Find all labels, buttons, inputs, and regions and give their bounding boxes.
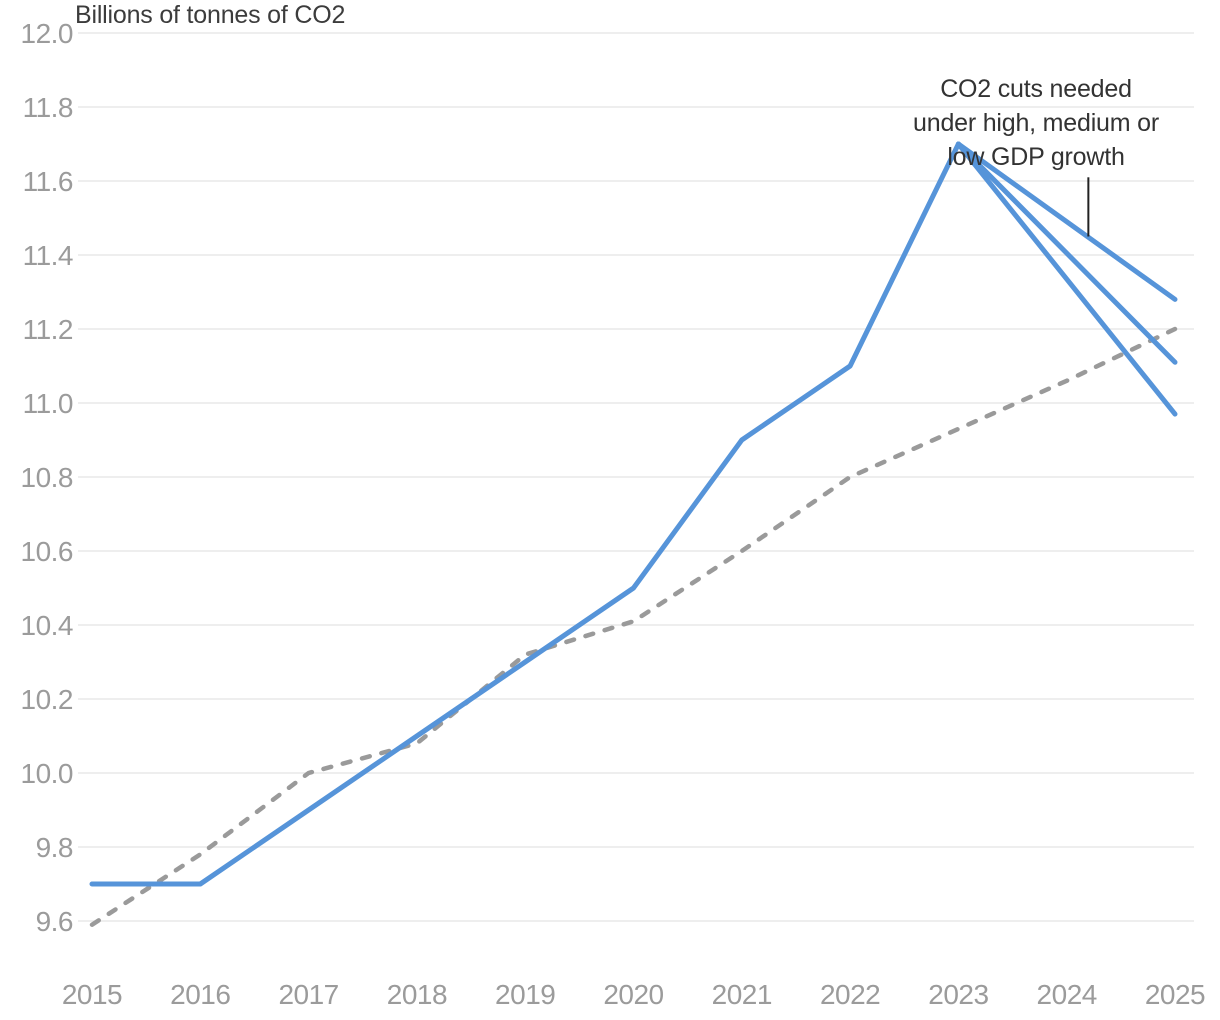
annotation-line-2: under high, medium or bbox=[913, 109, 1159, 137]
y-tick-label: 12.0 bbox=[21, 18, 74, 49]
x-tick-label: 2016 bbox=[170, 979, 230, 1010]
x-tick-label: 2021 bbox=[712, 979, 772, 1010]
x-tick-label: 2018 bbox=[387, 979, 447, 1010]
annotation-line-3: low GDP growth bbox=[947, 143, 1125, 171]
y-tick-label: 10.6 bbox=[21, 536, 74, 567]
x-tick-label: 2024 bbox=[1037, 979, 1097, 1010]
x-tick-label: 2020 bbox=[603, 979, 663, 1010]
x-tick-label: 2025 bbox=[1145, 979, 1205, 1010]
y-tick-label: 9.6 bbox=[36, 906, 73, 937]
series-cuts-needed-under-low-gdp-growth bbox=[955, 141, 1178, 417]
y-tick-label: 11.2 bbox=[23, 314, 73, 345]
chart-title: Billions of tonnes of CO2 bbox=[75, 1, 346, 29]
y-tick-label: 10.0 bbox=[21, 758, 74, 789]
x-tick-label: 2017 bbox=[278, 979, 338, 1010]
x-tick-label: 2022 bbox=[820, 979, 880, 1010]
y-tick-label: 10.4 bbox=[21, 610, 74, 641]
x-tick-label: 2019 bbox=[495, 979, 555, 1010]
x-tick-label: 2023 bbox=[928, 979, 988, 1010]
y-tick-label: 11.6 bbox=[23, 166, 73, 197]
series-dashed-trend-line bbox=[89, 326, 1178, 927]
y-tick-label: 11.0 bbox=[23, 388, 73, 419]
series-co2-emissions bbox=[89, 141, 961, 887]
series-cuts-needed-under-high-gdp-growth bbox=[955, 141, 1178, 302]
series-cuts-needed-under-medium-gdp-growth bbox=[955, 141, 1178, 365]
y-tick-label: 10.8 bbox=[21, 462, 74, 493]
y-tick-label: 11.8 bbox=[23, 92, 73, 123]
x-tick-label: 2015 bbox=[62, 979, 122, 1010]
chart-annotation: CO2 cuts needed under high, medium or lo… bbox=[880, 72, 1192, 174]
y-tick-label: 10.2 bbox=[21, 684, 74, 715]
y-tick-label: 11.4 bbox=[23, 240, 73, 271]
annotation-line-1: CO2 cuts needed bbox=[940, 75, 1132, 103]
y-tick-label: 9.8 bbox=[36, 832, 73, 863]
